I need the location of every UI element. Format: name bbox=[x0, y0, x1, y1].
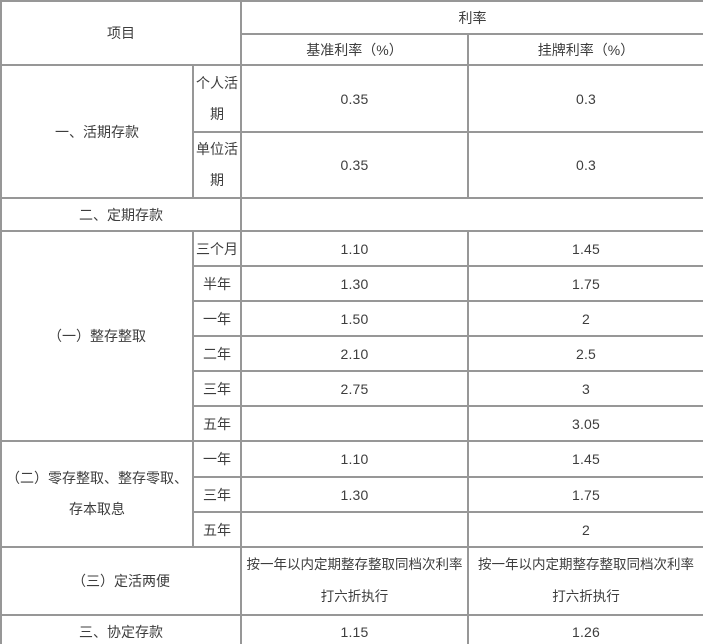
installment-row: 三年 1.30 1.75 bbox=[1, 476, 703, 513]
listed-value-cell: 1.75 bbox=[467, 265, 703, 302]
benchmark-value-cell: 2.75 bbox=[240, 370, 469, 407]
lump-sum-row: 半年 1.30 1.75 bbox=[1, 265, 703, 302]
time-deposit-empty-cell bbox=[240, 197, 703, 232]
lump-sum-row: 五年 3.05 bbox=[1, 405, 703, 442]
listed-value-cell: 1.75 bbox=[467, 476, 703, 513]
demand-row-personal: 一、活期存款 个人活期 0.35 0.3 bbox=[0, 64, 703, 199]
header-listed-cell: 挂牌利率（%） bbox=[467, 33, 703, 66]
header-benchmark-cell: 基准利率（%） bbox=[240, 33, 469, 66]
installment-section-label: （二）零存整取、整存零取、存本取息 bbox=[0, 440, 194, 548]
flexible-listed-note: 按一年以内定期整存整取同档次利率打六折执行 bbox=[478, 557, 694, 604]
benchmark-value-cell: 0.35 bbox=[240, 64, 469, 133]
term-cell: 五年 bbox=[192, 405, 242, 442]
listed-value-cell: 2 bbox=[467, 300, 703, 337]
header-row-1: 项目 利率 bbox=[0, 0, 703, 66]
listed-value-cell: 3 bbox=[467, 370, 703, 407]
term-cell: 一年 bbox=[192, 300, 242, 337]
header-item-cell: 项目 bbox=[0, 0, 242, 66]
header-rate-cell: 利率 bbox=[240, 0, 703, 35]
lump-sum-row: （一）整存整取 三个月 1.10 1.45 bbox=[0, 230, 703, 442]
listed-value-cell: 0.3 bbox=[467, 131, 703, 199]
time-deposit-section-label: 二、定期存款 bbox=[0, 197, 242, 232]
term-cell: 五年 bbox=[192, 511, 242, 548]
term-cell: 一年 bbox=[192, 440, 242, 478]
term-cell: 三年 bbox=[192, 476, 242, 513]
listed-value-cell: 1.45 bbox=[467, 230, 703, 267]
benchmark-value-cell: 0.35 bbox=[240, 131, 469, 199]
benchmark-value-cell: 2.10 bbox=[240, 335, 469, 372]
term-cell: 单位活期 bbox=[192, 131, 242, 199]
lump-sum-row: 二年 2.10 2.5 bbox=[1, 335, 703, 372]
lump-sum-row: 三年 2.75 3 bbox=[1, 370, 703, 407]
listed-value-cell: 2 bbox=[467, 511, 703, 548]
demand-section-label: 一、活期存款 bbox=[0, 64, 194, 199]
agreement-section-label: 三、协定存款 bbox=[0, 614, 242, 644]
term-cell: 三个月 bbox=[192, 230, 242, 267]
installment-row: 五年 2 bbox=[1, 511, 703, 548]
benchmark-value-cell: 1.10 bbox=[240, 440, 469, 478]
flexible-listed-cell: 按一年以内定期整存整取同档次利率打六折执行 bbox=[467, 546, 703, 616]
flexible-benchmark-cell: 按一年以内定期整存整取同档次利率打六折执行 bbox=[240, 546, 469, 616]
lump-sum-section-label: （一）整存整取 bbox=[0, 230, 194, 442]
time-deposit-row: 二、定期存款 bbox=[0, 197, 703, 232]
benchmark-value-cell: 1.10 bbox=[240, 230, 469, 267]
term-cell: 个人活期 bbox=[192, 64, 242, 133]
benchmark-value-cell bbox=[240, 405, 469, 442]
lump-sum-row: 一年 1.50 2 bbox=[1, 300, 703, 337]
term-cell: 二年 bbox=[192, 335, 242, 372]
benchmark-value-cell: 1.15 bbox=[240, 614, 469, 644]
term-cell: 半年 bbox=[192, 265, 242, 302]
agreement-row: 三、协定存款 1.15 1.26 bbox=[0, 614, 703, 644]
term-cell: 三年 bbox=[192, 370, 242, 407]
listed-value-cell: 2.5 bbox=[467, 335, 703, 372]
flexible-section-label: （三）定活两便 bbox=[0, 546, 242, 616]
benchmark-value-cell: 1.30 bbox=[240, 265, 469, 302]
benchmark-value-cell bbox=[240, 511, 469, 548]
listed-value-cell: 3.05 bbox=[467, 405, 703, 442]
listed-value-cell: 0.3 bbox=[467, 64, 703, 133]
benchmark-value-cell: 1.50 bbox=[240, 300, 469, 337]
benchmark-value-cell: 1.30 bbox=[240, 476, 469, 513]
listed-value-cell: 1.45 bbox=[467, 440, 703, 478]
demand-row-corporate: 单位活期 0.35 0.3 bbox=[1, 131, 703, 199]
installment-row: （二）零存整取、整存零取、存本取息 一年 1.10 1.45 bbox=[0, 440, 703, 548]
flexible-benchmark-note: 按一年以内定期整存整取同档次利率打六折执行 bbox=[246, 557, 463, 604]
flexible-row: （三）定活两便 按一年以内定期整存整取同档次利率打六折执行 按一年以内定期整存整… bbox=[0, 546, 703, 616]
listed-value-cell: 1.26 bbox=[467, 614, 703, 644]
